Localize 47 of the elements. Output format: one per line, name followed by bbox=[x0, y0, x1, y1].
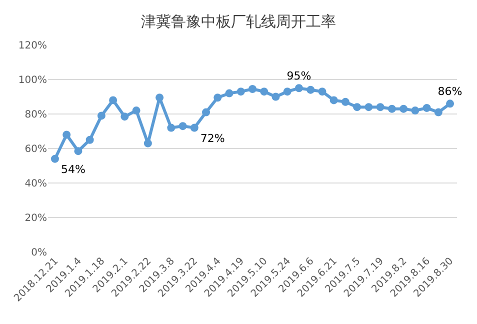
point bbox=[422, 104, 431, 112]
point bbox=[202, 108, 210, 116]
point bbox=[400, 104, 408, 113]
point bbox=[236, 88, 245, 96]
y-tick-label: 0% bbox=[31, 248, 47, 258]
point bbox=[167, 124, 176, 132]
data-label: 95% bbox=[286, 69, 312, 82]
point bbox=[74, 147, 82, 156]
point bbox=[364, 103, 373, 112]
point bbox=[156, 94, 164, 102]
point bbox=[446, 100, 454, 108]
chart-title: 津冀鲁豫中板厂轧线周开工率 bbox=[141, 12, 336, 31]
point bbox=[120, 112, 129, 121]
y-tick-label: 60% bbox=[24, 144, 47, 155]
point bbox=[283, 88, 292, 96]
point bbox=[260, 88, 268, 96]
point bbox=[62, 130, 71, 139]
point bbox=[434, 108, 442, 116]
point bbox=[330, 96, 338, 104]
point bbox=[306, 86, 315, 94]
y-tick-label: 40% bbox=[24, 178, 47, 190]
y-tick-label: 20% bbox=[24, 213, 47, 224]
point bbox=[86, 136, 94, 144]
y-tick-label: 120% bbox=[18, 40, 47, 52]
point bbox=[144, 139, 152, 148]
point bbox=[341, 98, 350, 106]
point bbox=[214, 94, 222, 102]
point bbox=[353, 103, 362, 112]
y-tick-label: 80% bbox=[24, 110, 47, 120]
point bbox=[272, 92, 280, 101]
point bbox=[294, 84, 303, 92]
point bbox=[97, 112, 106, 120]
y-tick-label: 100% bbox=[18, 75, 47, 86]
point bbox=[178, 122, 187, 130]
point bbox=[411, 106, 420, 115]
point bbox=[50, 154, 59, 163]
point bbox=[318, 88, 326, 96]
point bbox=[388, 104, 396, 113]
point bbox=[376, 103, 384, 112]
point bbox=[109, 96, 118, 104]
data-label: 72% bbox=[200, 132, 225, 146]
data-label: 54% bbox=[60, 163, 86, 176]
point bbox=[225, 89, 234, 98]
point bbox=[190, 124, 198, 132]
point bbox=[132, 106, 140, 115]
point bbox=[248, 84, 256, 93]
data-label: 86% bbox=[438, 84, 462, 98]
